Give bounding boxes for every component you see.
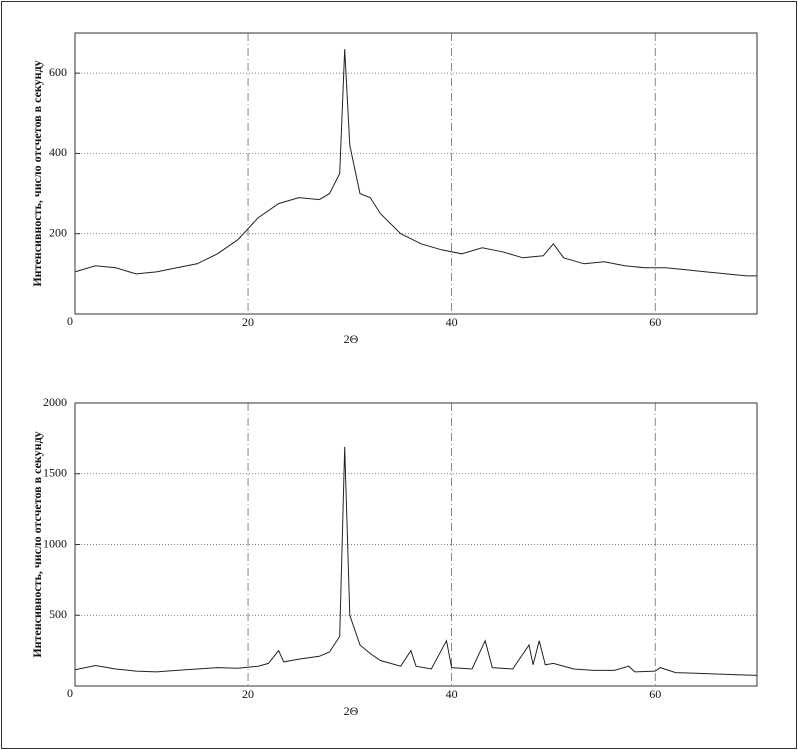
y-tick-label: 1000	[43, 536, 67, 550]
x-axis-label: 2Θ	[344, 332, 359, 346]
x-axis-label: 2Θ	[344, 704, 359, 718]
data-line	[74, 49, 757, 277]
y-tick-label: 2000	[43, 395, 67, 409]
y-axis-label: Интенсивность, число отсчетов в секунду	[30, 60, 44, 286]
x-tick-label: 60	[649, 315, 661, 329]
x-tick-label: 20	[242, 315, 254, 329]
y-tick-label: 200	[49, 225, 67, 239]
plot-frame	[74, 32, 758, 315]
x-tick-label: 40	[446, 315, 458, 329]
y-tick-label: 0	[67, 686, 73, 700]
x-tick-label: 60	[649, 687, 661, 701]
x-tick-label: 20	[242, 687, 254, 701]
y-tick-label: 0	[67, 314, 73, 328]
y-tick-label: 1500	[43, 466, 67, 480]
y-tick-label: 600	[49, 65, 67, 79]
y-tick-label: 500	[49, 607, 67, 621]
data-line	[74, 446, 758, 676]
y-axis-label: Интенсивность, число отсчетов в секунду	[30, 431, 44, 657]
x-tick-label: 40	[446, 687, 458, 701]
y-tick-label: 400	[49, 145, 67, 159]
plot-frame	[74, 402, 758, 687]
